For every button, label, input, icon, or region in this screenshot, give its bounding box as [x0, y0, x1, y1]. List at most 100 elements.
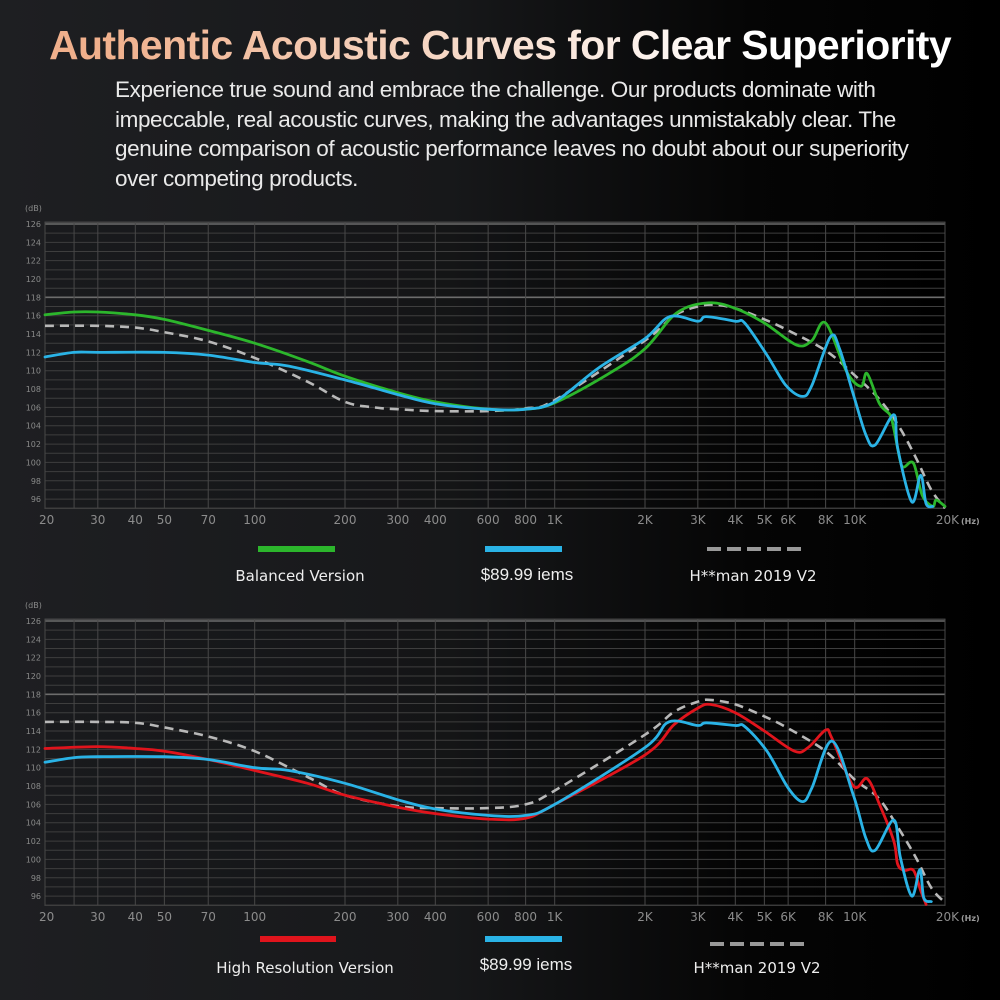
x-tick-label: 20: [39, 910, 54, 924]
x-tick-label: 1K: [547, 513, 564, 527]
x-axis-unit-label: (Hz): [961, 914, 980, 923]
page-description: Experience true sound and embrace the ch…: [115, 77, 909, 191]
x-tick-label: 3K: [690, 910, 707, 924]
x-tick-label: 70: [201, 513, 216, 527]
y-tick-label: 124: [26, 635, 41, 644]
y-tick-label: 108: [26, 385, 41, 394]
x-tick-label: 70: [201, 910, 216, 924]
x-tick-label: 20K: [936, 910, 960, 924]
legend-swatch-balanced: [258, 546, 335, 552]
series-line-h-man-2019-v2: [44, 303, 947, 510]
legend-swatch-iems: [485, 546, 562, 552]
y-tick-label: 102: [26, 440, 41, 449]
y-tick-label: 108: [26, 782, 41, 791]
x-tick-label: 1K: [547, 910, 564, 924]
x-tick-label: 200: [334, 513, 357, 527]
x-tick-label: 8K: [818, 513, 835, 527]
x-tick-label: 30: [90, 910, 105, 924]
y-tick-label: 124: [26, 238, 41, 247]
x-tick-label: 40: [128, 910, 143, 924]
y-tick-label: 100: [26, 855, 41, 864]
x-tick-label: 400: [424, 910, 447, 924]
legend-label-balanced: Balanced Version: [235, 567, 365, 585]
x-tick-label: 300: [386, 513, 409, 527]
y-tick-label: 100: [26, 458, 41, 467]
y-tick-label: 98: [31, 477, 41, 486]
x-tick-label: 2K: [637, 513, 654, 527]
y-tick-label: 106: [26, 403, 41, 412]
x-tick-label: 4K: [728, 910, 745, 924]
y-axis-label: (dB): [25, 601, 42, 610]
y-tick-label: 114: [26, 727, 41, 736]
x-tick-label: 300: [386, 910, 409, 924]
x-tick-label: 30: [90, 513, 105, 527]
y-tick-label: 120: [26, 275, 41, 284]
legend-swatch-iems-2: [485, 936, 562, 942]
y-tick-label: 126: [26, 220, 41, 229]
legend-label-iems: $89.99 iems: [480, 565, 574, 584]
x-tick-label: 6K: [780, 513, 797, 527]
legend-label-high-resolution: High Resolution Version: [216, 959, 394, 977]
y-tick-label: 104: [26, 819, 41, 828]
y-tick-label: 118: [26, 690, 41, 699]
y-tick-label: 126: [26, 617, 41, 626]
x-tick-label: 100: [243, 910, 266, 924]
y-tick-label: 116: [26, 709, 41, 718]
y-axis-label: (dB): [25, 204, 42, 213]
y-tick-label: 112: [26, 745, 41, 754]
chart-2: 96 98 100 102 104 106 108 110 112 114 116 118 120 122…: [25, 601, 980, 924]
y-tick-label: 118: [26, 293, 41, 302]
legend-label-iems-2: $89.99 iems: [479, 955, 573, 974]
y-tick-label: 110: [26, 367, 41, 376]
legend-swatch-high-resolution: [260, 936, 336, 942]
chart-1: 96 98 100 102 104 106 108 110 112 114 116 118 120 122…: [25, 204, 980, 527]
y-tick-label: 96: [31, 892, 41, 901]
x-axis-unit-label: (Hz): [961, 517, 980, 526]
x-tick-label: 5K: [757, 513, 774, 527]
x-tick-label: 8K: [818, 910, 835, 924]
x-tick-label: 10K: [843, 513, 867, 527]
x-tick-label: 800: [514, 910, 537, 924]
series-line-high-resolution-version: [43, 702, 928, 906]
x-tick-label: 200: [334, 910, 357, 924]
series-line-h-man-2019-v2: [44, 698, 946, 904]
x-tick-label: 20K: [936, 513, 960, 527]
x-tick-label: 800: [514, 513, 537, 527]
x-tick-label: 20: [39, 513, 54, 527]
legend-swatch-harman: [707, 547, 801, 551]
y-tick-label: 122: [26, 257, 41, 266]
page-title: Authentic Acoustic Curves for Clear Supe…: [0, 22, 1000, 69]
y-tick-label: 106: [26, 800, 41, 809]
y-tick-label: 116: [26, 312, 41, 321]
x-tick-label: 600: [477, 513, 500, 527]
x-tick-label: 5K: [757, 910, 774, 924]
y-tick-label: 120: [26, 672, 41, 681]
x-tick-label: 100: [243, 513, 266, 527]
plot-area: [44, 618, 946, 906]
x-tick-label: 400: [424, 513, 447, 527]
x-tick-label: 2K: [637, 910, 654, 924]
x-tick-label: 600: [477, 910, 500, 924]
y-tick-label: 112: [26, 348, 41, 357]
y-tick-label: 122: [26, 654, 41, 663]
legend-swatch-harman-2: [710, 942, 804, 946]
y-tick-label: 98: [31, 874, 41, 883]
y-tick-label: 104: [26, 422, 41, 431]
series-line--89-99-iems: [43, 719, 933, 903]
x-tick-label: 50: [157, 513, 172, 527]
y-tick-label: 110: [26, 764, 41, 773]
x-tick-label: 6K: [780, 910, 797, 924]
x-tick-label: 40: [128, 513, 143, 527]
y-tick-label: 102: [26, 837, 41, 846]
legend-label-harman: H**man 2019 V2: [689, 567, 817, 585]
x-tick-label: 4K: [728, 513, 745, 527]
x-tick-label: 10K: [843, 910, 867, 924]
x-tick-label: 3K: [690, 513, 707, 527]
legend-label-harman-2: H**man 2019 V2: [693, 959, 821, 977]
y-tick-label: 114: [26, 330, 41, 339]
x-tick-label: 50: [157, 910, 172, 924]
y-tick-label: 96: [31, 495, 41, 504]
series-line--89-99-iems: [43, 314, 935, 509]
plot-area: [44, 221, 946, 509]
